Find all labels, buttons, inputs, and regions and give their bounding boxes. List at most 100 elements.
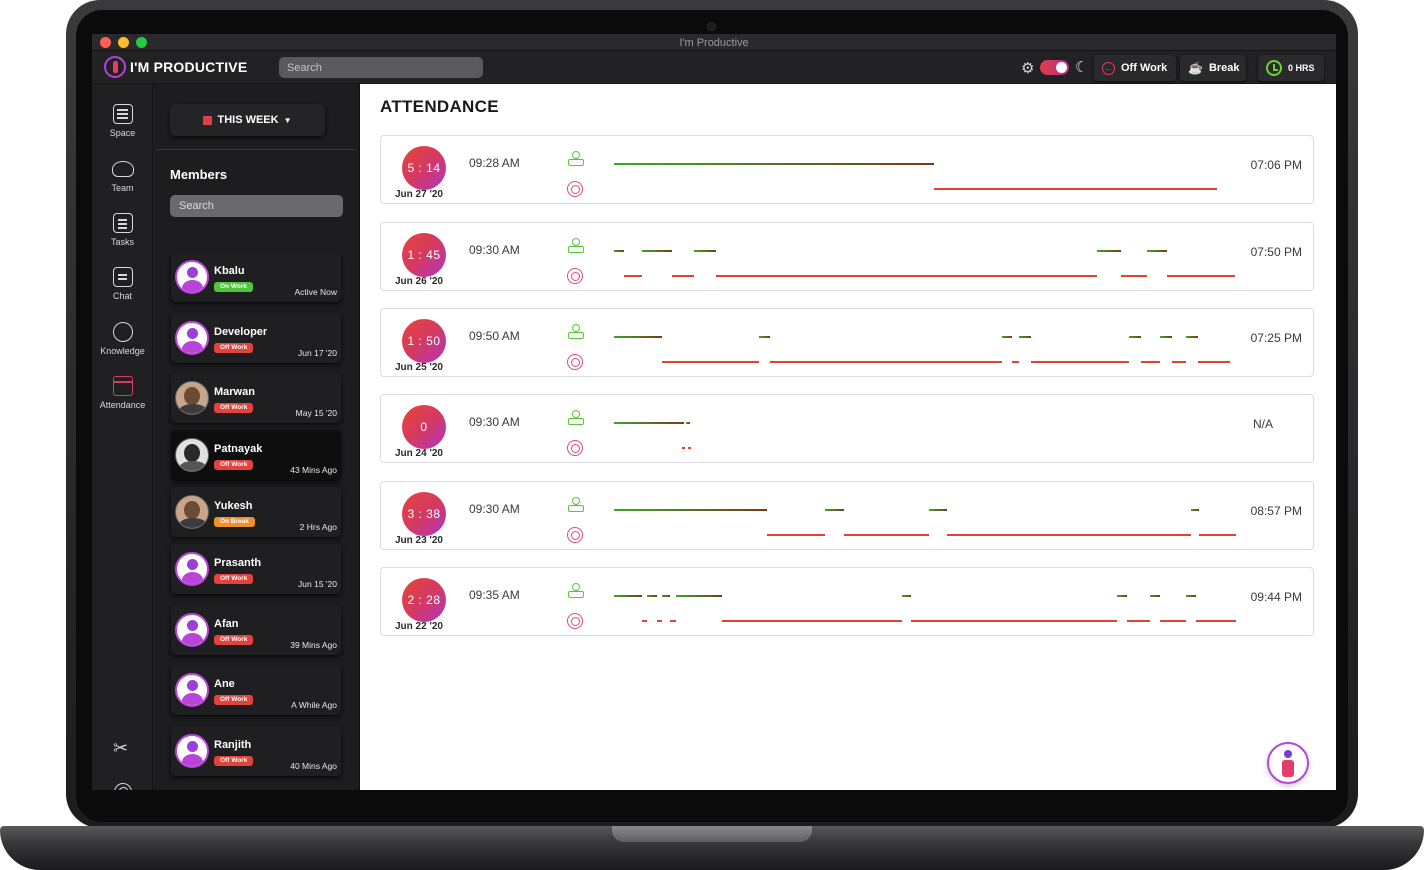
work-segment <box>1117 595 1127 597</box>
break-segment <box>688 447 691 449</box>
attendance-date: Jun 23 '20 <box>395 535 443 546</box>
break-segment <box>911 620 1117 622</box>
break-icon <box>567 613 583 629</box>
member-card[interactable]: Prasanth Off Work Jun 15 '20 <box>171 544 341 594</box>
break-button[interactable]: ☕ Break <box>1180 55 1246 81</box>
avatar <box>175 734 209 768</box>
member-search-input[interactable] <box>170 195 343 217</box>
member-card[interactable]: Afan Off Work 39 Mins Ago <box>171 605 341 655</box>
nav-item-space[interactable]: Space <box>92 104 153 138</box>
work-icon <box>568 410 584 425</box>
member-card[interactable]: Developer Off Work Jun 17 '20 <box>171 313 341 363</box>
duration-badge: 0 <box>402 405 446 449</box>
maximize-window-button[interactable] <box>136 37 147 48</box>
close-window-button[interactable] <box>100 37 111 48</box>
timeline-bars <box>614 568 1236 637</box>
break-segment <box>682 447 685 449</box>
nav-label: Knowledge <box>100 346 145 356</box>
break-segment <box>1196 620 1236 622</box>
avatar <box>175 260 209 294</box>
work-icon <box>568 583 584 598</box>
last-seen: Active Now <box>294 287 337 297</box>
nav-item-tasks[interactable]: Tasks <box>92 213 153 247</box>
duration-badge: 5 : 14 <box>402 146 446 190</box>
attendance-icon <box>112 376 133 396</box>
work-segment <box>1147 250 1167 252</box>
break-segment <box>662 361 759 363</box>
work-segment <box>1186 336 1198 338</box>
status-badge: On Work <box>214 282 253 292</box>
timeline-bars <box>614 223 1236 292</box>
member-name: Yukesh <box>214 500 253 512</box>
theme-toggle[interactable] <box>1040 60 1069 75</box>
start-time: 09:28 AM <box>469 156 520 170</box>
member-card[interactable]: Yukesh On Break 2 Hrs Ago <box>171 487 341 537</box>
period-label: THIS WEEK <box>217 114 279 126</box>
avatar <box>175 673 209 707</box>
status-badge: Off Work <box>214 403 254 413</box>
member-name: Ranjith <box>214 739 252 751</box>
attendance-row[interactable]: 0 Jun 24 '20 09:30 AM N/A <box>380 394 1314 463</box>
last-seen: Jun 15 '20 <box>298 579 337 589</box>
timeline-bars <box>614 136 1236 205</box>
attendance-row[interactable]: 2 : 28 Jun 22 '20 09:35 AM <box>380 567 1314 636</box>
end-time: N/A <box>1252 417 1273 431</box>
break-segment <box>1121 275 1147 277</box>
settings-gear-icon[interactable]: ⚙ <box>1021 60 1035 77</box>
timeline-bars <box>614 482 1236 551</box>
status-badge: On Break <box>214 517 255 527</box>
member-card[interactable]: Marwan Off Work May 15 '20 <box>171 373 341 423</box>
period-dropdown[interactable]: THIS WEEK ▼ <box>170 104 325 136</box>
nav-item-knowledge[interactable]: Knowledge <box>92 322 153 356</box>
break-icon <box>567 440 583 456</box>
nav-label: Tasks <box>110 237 134 247</box>
off-work-button[interactable]: ← Off Work <box>1094 55 1176 81</box>
break-label: Break <box>1208 62 1240 74</box>
work-segment <box>614 163 934 165</box>
break-segment <box>1141 361 1160 363</box>
minimize-window-button[interactable] <box>118 37 129 48</box>
member-name: Developer <box>214 326 268 338</box>
member-card-selected[interactable]: Patnayak Off Work 43 Mins Ago <box>171 430 341 480</box>
tasks-icon <box>112 213 133 233</box>
work-segment <box>614 509 767 511</box>
work-segment <box>614 422 684 424</box>
break-icon <box>567 354 583 370</box>
member-card[interactable]: Kbalu On Work Active Now <box>171 252 341 302</box>
status-badge: Off Work <box>214 756 254 766</box>
duration-badge: 1 : 50 <box>402 319 446 363</box>
end-time: 08:57 PM <box>1250 504 1302 518</box>
member-card[interactable]: Ane Off Work A While Ago <box>171 665 341 715</box>
page-title: ATTENDANCE <box>380 97 499 116</box>
work-icon <box>568 238 584 253</box>
assistant-fab-button[interactable] <box>1267 742 1309 784</box>
break-segment <box>1167 275 1235 277</box>
profile-icon[interactable] <box>114 783 132 790</box>
attendance-row[interactable]: 1 : 50 Jun 25 '20 09:50 AM 0 <box>380 308 1314 377</box>
work-segment <box>614 595 642 597</box>
break-segment <box>844 534 929 536</box>
window-titlebar: I'm Productive <box>92 34 1336 51</box>
attendance-row[interactable]: 5 : 14 Jun 27 '20 09:28 AM 07:06 PM <box>380 135 1314 204</box>
last-seen: May 15 '20 <box>295 408 337 418</box>
start-time: 09:30 AM <box>469 415 520 429</box>
global-search-input[interactable] <box>279 57 483 78</box>
last-seen: Jun 17 '20 <box>298 348 337 358</box>
coffee-cup-icon: ☕ <box>1188 61 1203 75</box>
attendance-row[interactable]: 1 : 45 Jun 26 '20 09:30 AM 07:50 PM <box>380 222 1314 291</box>
nav-item-attendance[interactable]: Attendance <box>92 376 153 410</box>
work-segment <box>614 250 624 252</box>
status-badge: Off Work <box>214 343 254 353</box>
hours-counter-button[interactable]: 0 HRS <box>1258 55 1324 81</box>
tools-icon[interactable]: ✂ <box>113 738 129 758</box>
member-card[interactable]: Ranjith Off Work 40 Mins Ago <box>171 726 341 776</box>
divider <box>156 149 356 150</box>
last-seen: 39 Mins Ago <box>290 640 337 650</box>
duration-badge: 3 : 38 <box>402 492 446 536</box>
attendance-row[interactable]: 3 : 38 Jun 23 '20 09:30 AM 08:57 PM <box>380 481 1314 550</box>
dark-mode-moon-icon: ☾ <box>1075 59 1089 76</box>
timeline-bars <box>614 395 1236 464</box>
logo-icon <box>104 56 126 78</box>
nav-item-chat[interactable]: Chat <box>92 267 153 301</box>
nav-item-team[interactable]: Team <box>92 159 153 193</box>
